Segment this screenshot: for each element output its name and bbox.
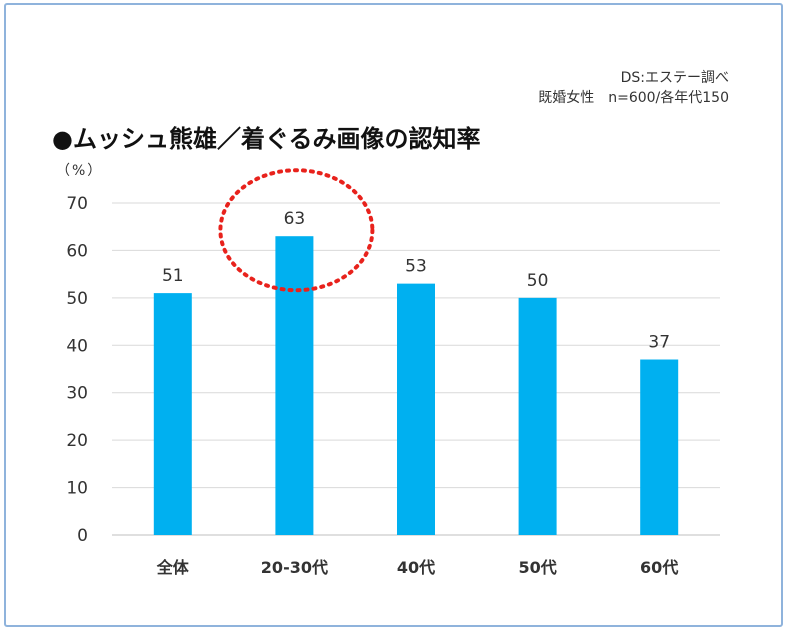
source-note: DS:エステー調べ 既婚女性 n=600/各年代150 (538, 68, 729, 108)
source-line-1: DS:エステー調べ (620, 70, 729, 86)
data-label: 53 (405, 257, 427, 277)
category-labels: 全体 20-30代 40代 50代 60代 (156, 558, 679, 577)
category-label: 40代 (397, 558, 435, 577)
y-tick-label: 30 (66, 384, 88, 404)
category-label: 60代 (640, 558, 678, 577)
y-axis-ticks: 0 10 20 30 40 50 60 70 (66, 194, 88, 546)
y-tick-label: 0 (77, 526, 88, 546)
bar (153, 293, 192, 535)
bar (275, 236, 314, 535)
bar (640, 359, 679, 535)
bars (153, 236, 679, 535)
y-tick-label: 20 (66, 431, 88, 451)
y-tick-label: 70 (66, 194, 88, 214)
data-label: 63 (284, 209, 306, 229)
data-label: 51 (162, 266, 184, 286)
y-axis-unit: （%） (56, 163, 104, 179)
highlight-annotation (218, 168, 375, 293)
chart-title: ●ムッシュ熊雄／着ぐるみ画像の認知率 (52, 125, 481, 153)
data-label: 37 (648, 333, 670, 353)
data-label: 50 (527, 271, 549, 291)
y-tick-label: 10 (66, 479, 88, 499)
bar (397, 283, 435, 535)
category-label: 50代 (518, 558, 556, 577)
category-label: 20-30代 (261, 558, 328, 577)
bar (518, 297, 557, 535)
source-line-2: 既婚女性 n=600/各年代150 (538, 90, 729, 106)
y-tick-label: 40 (66, 336, 88, 356)
highlight-ellipse (218, 168, 375, 293)
y-tick-label: 50 (66, 289, 88, 309)
category-label: 全体 (156, 558, 190, 577)
y-tick-label: 60 (66, 241, 88, 261)
data-labels: 51 63 53 50 37 (162, 209, 670, 352)
